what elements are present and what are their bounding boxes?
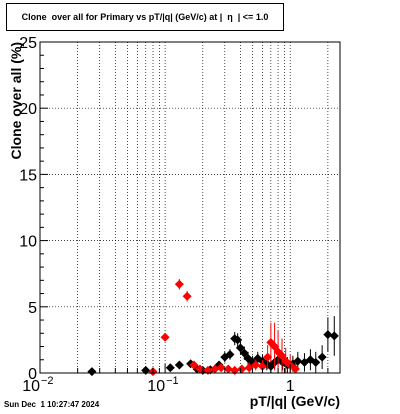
data-point-marker [225,349,235,359]
y-tick-label: 20 [19,101,37,118]
y-tick-label: 25 [19,35,37,52]
data-point-marker [189,360,199,370]
y-tick-label: 5 [28,300,37,317]
y-axis-title: Clone over all (%) [8,42,24,159]
data-point-marker [210,364,220,374]
data-point-marker [174,360,184,370]
data-point-marker [323,330,333,340]
data-point-marker [244,363,254,373]
data-point-marker [182,291,192,301]
data-point-marker [87,367,97,377]
data-point-marker [195,364,205,374]
title-box: Clone over all for Primary vs pT/|q| (Ge… [6,3,284,31]
data-point-marker [230,365,240,375]
chart-title: Clone over all for Primary vs pT/|q| (Ge… [21,12,269,22]
grid-layer [40,42,340,373]
data-point-marker [160,332,170,342]
plot-frame [39,41,341,374]
timestamp: Sun Dec 1 10:27:47 2024 [4,400,100,409]
data-point-marker [237,364,247,374]
data-point-marker [233,335,243,345]
series-layer [87,278,339,377]
data-point-marker [257,361,267,371]
data-point-marker [317,352,327,362]
data-point-marker [251,360,261,370]
x-tick-label: 10 [147,378,165,395]
y-tick-label: 15 [19,167,37,184]
data-point-marker [235,343,245,353]
data-point-marker [290,364,300,374]
y-tick-label: 10 [19,234,37,251]
data-point-marker [223,364,233,374]
tick-layer [39,41,329,374]
series-1 [148,278,300,377]
x-tick-label-exponent: −2 [41,375,54,387]
data-point-marker [174,279,184,289]
data-point-marker [216,363,226,373]
data-point-marker [311,357,321,367]
data-point-marker [329,331,339,341]
data-point-marker [165,363,175,373]
x-tick-label: 10 [22,378,40,395]
x-tick-label: 1 [286,378,295,395]
x-axis-title: pT/|q| (GeV/c) [250,393,340,409]
x-tick-label-exponent: −1 [166,375,179,387]
y-tick-label: 0 [28,366,37,383]
data-point-marker [263,352,273,362]
